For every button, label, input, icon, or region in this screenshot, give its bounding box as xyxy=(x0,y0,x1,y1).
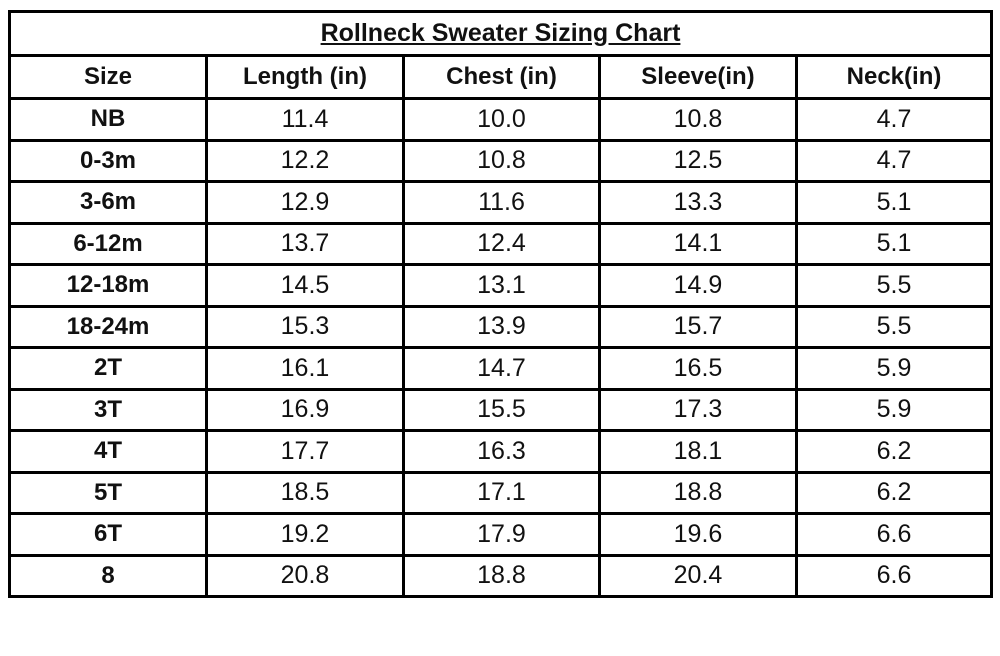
measurement: 12.2 xyxy=(205,138,405,183)
size-label: 8 xyxy=(8,553,208,598)
measurement: 5.1 xyxy=(794,180,994,225)
measurement: 5.1 xyxy=(794,221,994,266)
measurement: 13.9 xyxy=(402,304,601,349)
size-row: NB 11.4 10.0 10.8 4.7 xyxy=(8,97,994,142)
measurement: 12.9 xyxy=(205,180,405,225)
measurement: 19.2 xyxy=(205,512,405,557)
measurement: 15.3 xyxy=(205,304,405,349)
measurement: 4.7 xyxy=(794,138,994,183)
measurement: 13.1 xyxy=(402,263,601,308)
measurement: 18.8 xyxy=(402,553,601,598)
size-row: 3-6m 12.9 11.6 13.3 5.1 xyxy=(8,180,994,225)
size-row: 8 20.8 18.8 20.4 6.6 xyxy=(8,553,994,598)
measurement: 15.5 xyxy=(402,387,601,432)
measurement: 6.2 xyxy=(794,429,994,474)
measurement: 5.9 xyxy=(794,387,994,432)
measurement: 10.8 xyxy=(402,138,601,183)
measurement: 17.3 xyxy=(598,387,798,432)
size-row: 5T 18.5 17.1 18.8 6.2 xyxy=(8,470,994,515)
column-header: Length (in) xyxy=(205,54,405,100)
size-label: 12-18m xyxy=(8,263,208,308)
measurement: 18.5 xyxy=(205,470,405,515)
size-row: 18-24m 15.3 13.9 15.7 5.5 xyxy=(8,304,994,349)
measurement: 17.1 xyxy=(402,470,601,515)
measurement: 11.4 xyxy=(205,97,405,142)
measurement: 17.9 xyxy=(402,512,601,557)
size-row: 12-18m 14.5 13.1 14.9 5.5 xyxy=(8,263,994,308)
measurement: 14.7 xyxy=(402,346,601,391)
column-header: Sleeve(in) xyxy=(598,54,798,100)
size-label: 2T xyxy=(8,346,208,391)
size-label: 0-3m xyxy=(8,138,208,183)
measurement: 16.9 xyxy=(205,387,405,432)
measurement: 5.5 xyxy=(794,304,994,349)
measurement: 20.8 xyxy=(205,553,405,598)
measurement: 15.7 xyxy=(598,304,798,349)
measurement: 14.1 xyxy=(598,221,798,266)
column-header: Chest (in) xyxy=(402,54,601,100)
measurement: 14.5 xyxy=(205,263,405,308)
measurement: 6.6 xyxy=(794,512,994,557)
size-row: 6T 19.2 17.9 19.6 6.6 xyxy=(8,512,994,557)
measurement: 19.6 xyxy=(598,512,798,557)
size-label: 18-24m xyxy=(8,304,208,349)
table-body: Rollneck Sweater Sizing Chart Size Length… xyxy=(7,10,994,598)
measurement: 16.1 xyxy=(205,346,405,391)
size-label: 4T xyxy=(8,429,208,474)
size-label: NB xyxy=(8,97,208,142)
column-header: Size xyxy=(8,54,208,100)
measurement: 18.8 xyxy=(598,470,798,515)
measurement: 18.1 xyxy=(598,429,798,474)
size-label: 3T xyxy=(8,387,208,432)
header-row: Size Length (in) Chest (in) Sleeve(in) Neck(… xyxy=(8,54,994,100)
measurement: 20.4 xyxy=(598,553,798,598)
measurement: 14.9 xyxy=(598,263,798,308)
measurement: 11.6 xyxy=(402,180,601,225)
size-row: 0-3m 12.2 10.8 12.5 4.7 xyxy=(8,138,994,183)
column-header: Neck(in) xyxy=(794,54,994,100)
size-row: 2T 16.1 14.7 16.5 5.9 xyxy=(8,346,994,391)
size-row: 4T 17.7 16.3 18.1 6.2 xyxy=(8,429,994,474)
measurement: 5.9 xyxy=(794,346,994,391)
size-label: 5T xyxy=(8,470,208,515)
measurement: 6.6 xyxy=(794,553,994,598)
title-row: Rollneck Sweater Sizing Chart xyxy=(7,10,994,57)
measurement: 10.8 xyxy=(598,97,798,142)
measurement: 16.5 xyxy=(598,346,798,391)
size-label: 6T xyxy=(8,512,208,557)
size-row: 6-12m 13.7 12.4 14.1 5.1 xyxy=(8,221,994,266)
measurement: 12.5 xyxy=(598,138,798,183)
measurement: 10.0 xyxy=(402,97,601,142)
measurement: 6.2 xyxy=(794,470,994,515)
measurement: 12.4 xyxy=(402,221,601,266)
measurement: 5.5 xyxy=(794,263,994,308)
measurement: 13.7 xyxy=(205,221,405,266)
measurement: 4.7 xyxy=(794,97,994,142)
sizing-table: Rollneck Sweater Sizing Chart Size Length… xyxy=(7,10,994,598)
table-title: Rollneck Sweater Sizing Chart xyxy=(7,10,994,57)
measurement: 16.3 xyxy=(402,429,601,474)
size-label: 3-6m xyxy=(8,180,208,225)
measurement: 17.7 xyxy=(205,429,405,474)
size-label: 6-12m xyxy=(8,221,208,266)
size-row: 3T 16.9 15.5 17.3 5.9 xyxy=(8,387,994,432)
measurement: 13.3 xyxy=(598,180,798,225)
